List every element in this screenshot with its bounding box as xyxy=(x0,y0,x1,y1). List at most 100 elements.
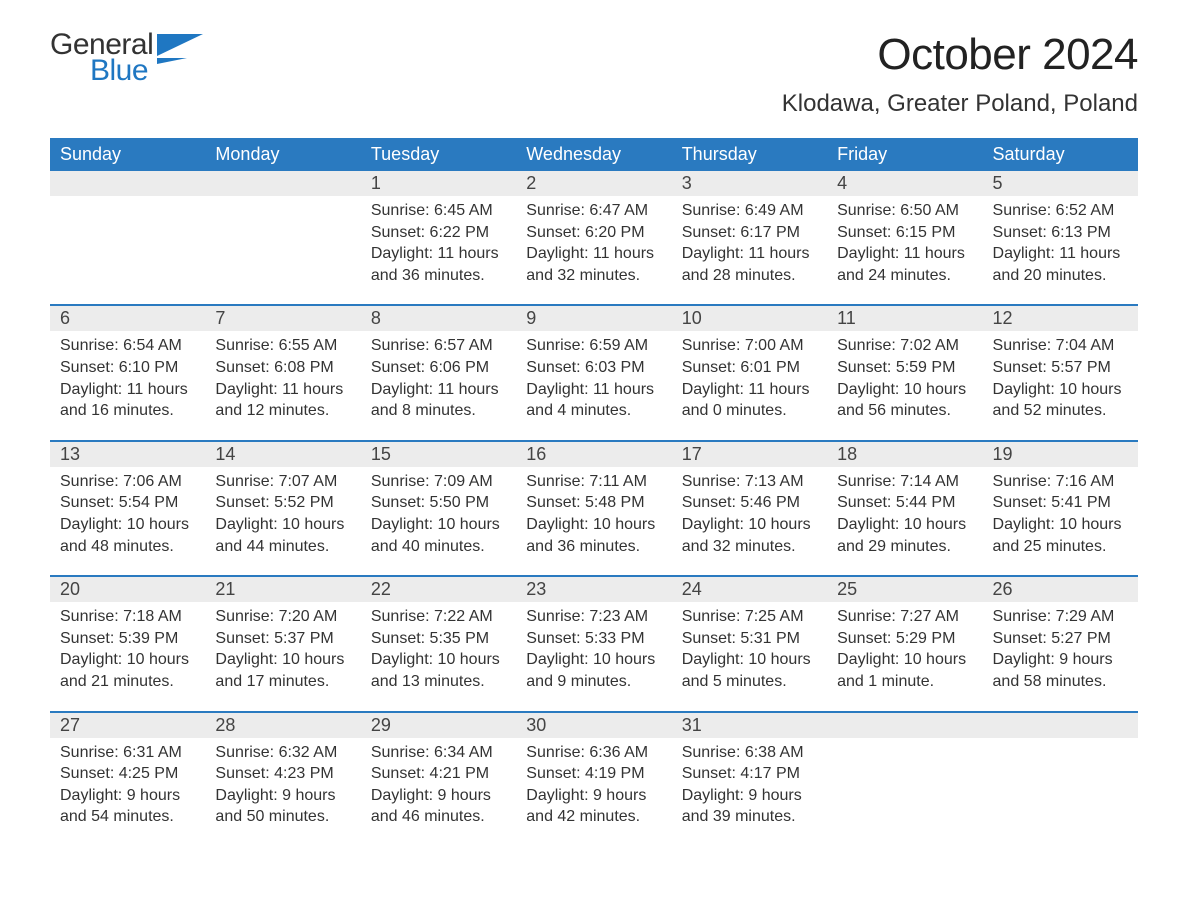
day-number-row: 6789101112 xyxy=(50,305,1138,331)
day-content-cell: Sunrise: 7:22 AMSunset: 5:35 PMDaylight:… xyxy=(361,602,516,711)
day-content-cell: Sunrise: 6:47 AMSunset: 6:20 PMDaylight:… xyxy=(516,196,671,305)
day-number-cell: 27 xyxy=(50,712,205,738)
day-number-cell: 12 xyxy=(983,305,1138,331)
day-content-cell: Sunrise: 6:49 AMSunset: 6:17 PMDaylight:… xyxy=(672,196,827,305)
day-content-cell: Sunrise: 7:07 AMSunset: 5:52 PMDaylight:… xyxy=(205,467,360,576)
day-number-cell: 15 xyxy=(361,441,516,467)
sunrise-line: Sunrise: 7:25 AM xyxy=(682,606,817,628)
day-content-row: Sunrise: 6:31 AMSunset: 4:25 PMDaylight:… xyxy=(50,738,1138,846)
sunrise-line: Sunrise: 7:29 AM xyxy=(993,606,1128,628)
daylight-line: Daylight: 9 hours and 58 minutes. xyxy=(993,649,1128,692)
daylight-line: Daylight: 10 hours and 21 minutes. xyxy=(60,649,195,692)
day-number-cell: 3 xyxy=(672,171,827,196)
sunrise-line: Sunrise: 7:02 AM xyxy=(837,335,972,357)
day-number-cell: 13 xyxy=(50,441,205,467)
daylight-line: Daylight: 9 hours and 46 minutes. xyxy=(371,785,506,828)
daylight-line: Daylight: 10 hours and 56 minutes. xyxy=(837,379,972,422)
day-content-cell: Sunrise: 7:23 AMSunset: 5:33 PMDaylight:… xyxy=(516,602,671,711)
day-number-cell xyxy=(50,171,205,196)
day-content-cell: Sunrise: 6:50 AMSunset: 6:15 PMDaylight:… xyxy=(827,196,982,305)
day-content-cell: Sunrise: 6:34 AMSunset: 4:21 PMDaylight:… xyxy=(361,738,516,846)
title-block: October 2024 Klodawa, Greater Poland, Po… xyxy=(782,30,1138,132)
sunrise-line: Sunrise: 6:36 AM xyxy=(526,742,661,764)
daylight-line: Daylight: 10 hours and 32 minutes. xyxy=(682,514,817,557)
daylight-line: Daylight: 10 hours and 48 minutes. xyxy=(60,514,195,557)
sunset-line: Sunset: 6:06 PM xyxy=(371,357,506,379)
sunrise-line: Sunrise: 7:04 AM xyxy=(993,335,1128,357)
sunset-line: Sunset: 5:48 PM xyxy=(526,492,661,514)
day-number-cell: 21 xyxy=(205,576,360,602)
sunrise-line: Sunrise: 6:45 AM xyxy=(371,200,506,222)
sunset-line: Sunset: 5:33 PM xyxy=(526,628,661,650)
day-content-cell: Sunrise: 7:18 AMSunset: 5:39 PMDaylight:… xyxy=(50,602,205,711)
day-number-cell: 18 xyxy=(827,441,982,467)
weekday-header: Tuesday xyxy=(361,138,516,171)
sunset-line: Sunset: 6:15 PM xyxy=(837,222,972,244)
sunset-line: Sunset: 6:08 PM xyxy=(215,357,350,379)
daylight-line: Daylight: 11 hours and 20 minutes. xyxy=(993,243,1128,286)
daylight-line: Daylight: 9 hours and 42 minutes. xyxy=(526,785,661,828)
location: Klodawa, Greater Poland, Poland xyxy=(782,90,1138,118)
day-number-cell: 26 xyxy=(983,576,1138,602)
sunset-line: Sunset: 6:17 PM xyxy=(682,222,817,244)
daylight-line: Daylight: 11 hours and 32 minutes. xyxy=(526,243,661,286)
sunset-line: Sunset: 5:39 PM xyxy=(60,628,195,650)
day-content-row: Sunrise: 6:54 AMSunset: 6:10 PMDaylight:… xyxy=(50,331,1138,440)
sunrise-line: Sunrise: 7:11 AM xyxy=(526,471,661,493)
day-content-cell: Sunrise: 6:55 AMSunset: 6:08 PMDaylight:… xyxy=(205,331,360,440)
sunset-line: Sunset: 5:37 PM xyxy=(215,628,350,650)
daylight-line: Daylight: 11 hours and 12 minutes. xyxy=(215,379,350,422)
daylight-line: Daylight: 11 hours and 4 minutes. xyxy=(526,379,661,422)
sunset-line: Sunset: 6:22 PM xyxy=(371,222,506,244)
sunset-line: Sunset: 4:25 PM xyxy=(60,763,195,785)
weekday-header: Wednesday xyxy=(516,138,671,171)
day-content-cell: Sunrise: 7:00 AMSunset: 6:01 PMDaylight:… xyxy=(672,331,827,440)
sunrise-line: Sunrise: 7:23 AM xyxy=(526,606,661,628)
day-content-row: Sunrise: 6:45 AMSunset: 6:22 PMDaylight:… xyxy=(50,196,1138,305)
sunset-line: Sunset: 5:46 PM xyxy=(682,492,817,514)
day-content-cell: Sunrise: 7:29 AMSunset: 5:27 PMDaylight:… xyxy=(983,602,1138,711)
logo-text: General Blue xyxy=(50,30,153,86)
day-number-cell: 10 xyxy=(672,305,827,331)
sunrise-line: Sunrise: 6:57 AM xyxy=(371,335,506,357)
daylight-line: Daylight: 11 hours and 16 minutes. xyxy=(60,379,195,422)
daylight-line: Daylight: 10 hours and 17 minutes. xyxy=(215,649,350,692)
sunrise-line: Sunrise: 6:55 AM xyxy=(215,335,350,357)
day-content-cell: Sunrise: 7:02 AMSunset: 5:59 PMDaylight:… xyxy=(827,331,982,440)
day-content-cell: Sunrise: 7:20 AMSunset: 5:37 PMDaylight:… xyxy=(205,602,360,711)
day-number-cell: 29 xyxy=(361,712,516,738)
weekday-header: Friday xyxy=(827,138,982,171)
daylight-line: Daylight: 11 hours and 0 minutes. xyxy=(682,379,817,422)
daylight-line: Daylight: 10 hours and 29 minutes. xyxy=(837,514,972,557)
day-number-cell: 14 xyxy=(205,441,360,467)
day-content-cell: Sunrise: 7:13 AMSunset: 5:46 PMDaylight:… xyxy=(672,467,827,576)
day-content-cell: Sunrise: 6:38 AMSunset: 4:17 PMDaylight:… xyxy=(672,738,827,846)
sunrise-line: Sunrise: 7:09 AM xyxy=(371,471,506,493)
daylight-line: Daylight: 10 hours and 36 minutes. xyxy=(526,514,661,557)
day-content-cell: Sunrise: 7:16 AMSunset: 5:41 PMDaylight:… xyxy=(983,467,1138,576)
day-content-cell: Sunrise: 7:14 AMSunset: 5:44 PMDaylight:… xyxy=(827,467,982,576)
daylight-line: Daylight: 11 hours and 36 minutes. xyxy=(371,243,506,286)
sunset-line: Sunset: 6:13 PM xyxy=(993,222,1128,244)
day-number-cell: 24 xyxy=(672,576,827,602)
day-number-cell: 30 xyxy=(516,712,671,738)
day-number-cell: 31 xyxy=(672,712,827,738)
sunset-line: Sunset: 6:20 PM xyxy=(526,222,661,244)
day-content-cell: Sunrise: 7:09 AMSunset: 5:50 PMDaylight:… xyxy=(361,467,516,576)
daylight-line: Daylight: 9 hours and 54 minutes. xyxy=(60,785,195,828)
sunrise-line: Sunrise: 6:38 AM xyxy=(682,742,817,764)
sunset-line: Sunset: 4:23 PM xyxy=(215,763,350,785)
day-number-cell: 4 xyxy=(827,171,982,196)
daylight-line: Daylight: 10 hours and 44 minutes. xyxy=(215,514,350,557)
day-number-row: 2728293031 xyxy=(50,712,1138,738)
weekday-header: Sunday xyxy=(50,138,205,171)
day-number-cell: 20 xyxy=(50,576,205,602)
daylight-line: Daylight: 10 hours and 9 minutes. xyxy=(526,649,661,692)
day-number-cell: 6 xyxy=(50,305,205,331)
sunset-line: Sunset: 5:59 PM xyxy=(837,357,972,379)
weekday-header: Saturday xyxy=(983,138,1138,171)
day-content-cell: Sunrise: 6:36 AMSunset: 4:19 PMDaylight:… xyxy=(516,738,671,846)
day-number-row: 13141516171819 xyxy=(50,441,1138,467)
sunrise-line: Sunrise: 7:14 AM xyxy=(837,471,972,493)
day-number-cell: 9 xyxy=(516,305,671,331)
